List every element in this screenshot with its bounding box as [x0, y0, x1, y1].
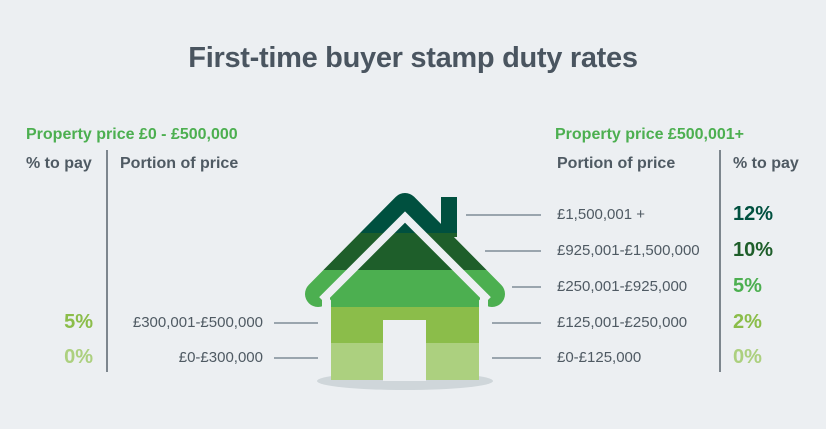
right-row-pct: 2%	[733, 311, 762, 333]
right-connector	[466, 214, 541, 216]
right-connector	[492, 357, 541, 359]
right-row-pct: 12%	[733, 203, 774, 225]
right-row-portion: £125,001-£250,000	[557, 314, 688, 331]
left-row-portion: £0-£300,000	[178, 349, 263, 366]
roof	[305, 193, 505, 307]
right-connector	[512, 286, 541, 288]
right-row-portion: £250,001-£925,000	[557, 278, 688, 295]
chimney	[441, 197, 457, 237]
right-connector	[485, 250, 541, 252]
house-body	[331, 224, 479, 380]
right-row-pct: 10%	[733, 239, 774, 261]
left-row-portion: £300,001-£500,000	[132, 314, 263, 331]
left-col-portion: Portion of price	[120, 155, 239, 172]
right-row-portion: £925,001-£1,500,000	[557, 242, 700, 259]
right-row-pct: 5%	[733, 275, 762, 297]
door	[383, 320, 426, 381]
left-connector	[274, 357, 318, 359]
left-heading: Property price £0 - £500,000	[26, 126, 238, 143]
page-title: First-time buyer stamp duty rates	[188, 42, 638, 74]
left-row-pct: 5%	[64, 311, 93, 333]
left-row-pct: 0%	[64, 346, 93, 368]
right-row-portion: £1,500,001 +	[557, 206, 646, 223]
right-col-pct: % to pay	[733, 155, 799, 172]
right-col-portion: Portion of price	[557, 155, 676, 172]
left-divider	[106, 150, 108, 372]
right-row-portion: £0-£125,000	[557, 349, 642, 366]
left-connector	[274, 322, 318, 324]
left-col-pct: % to pay	[26, 155, 92, 172]
right-row-pct: 0%	[733, 346, 762, 368]
right-divider	[719, 150, 721, 372]
right-heading: Property price £500,001+	[555, 126, 745, 143]
right-connector	[492, 322, 541, 324]
